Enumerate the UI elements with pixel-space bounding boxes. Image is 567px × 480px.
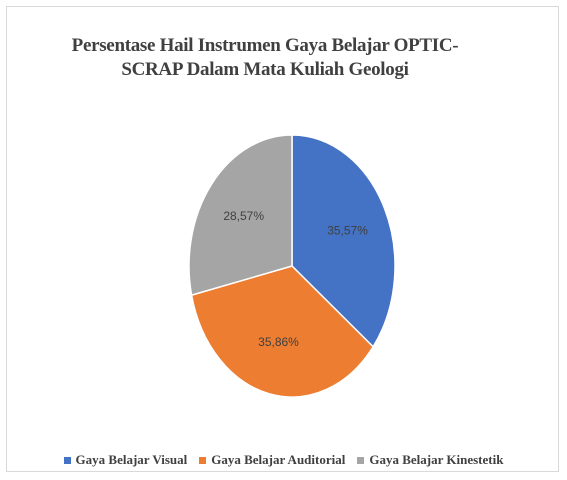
legend-swatch <box>199 456 207 464</box>
data-label: 35,57% <box>327 224 368 238</box>
legend-swatch <box>357 456 365 464</box>
pie-slice <box>291 134 396 348</box>
legend-swatch <box>63 456 71 464</box>
legend-item: Gaya Belajar Auditorial <box>199 452 345 468</box>
chart-frame <box>6 6 559 472</box>
legend-label: Gaya Belajar Kinestetik <box>369 452 504 467</box>
legend: Gaya Belajar Visual Gaya Belajar Auditori… <box>0 452 567 468</box>
legend-item: Gaya Belajar Kinestetik <box>357 452 503 468</box>
data-label: 28,57% <box>223 209 264 223</box>
data-label: 35,86% <box>258 335 299 349</box>
pie-slice <box>190 265 375 398</box>
chart-title: Persentase Hail Instrumen Gaya Belajar O… <box>71 35 459 80</box>
legend-label: Gaya Belajar Auditorial <box>211 452 346 467</box>
legend-item: Gaya Belajar Visual <box>63 452 188 468</box>
legend-label: Gaya Belajar Visual <box>75 452 188 467</box>
pie-slice <box>188 134 293 297</box>
